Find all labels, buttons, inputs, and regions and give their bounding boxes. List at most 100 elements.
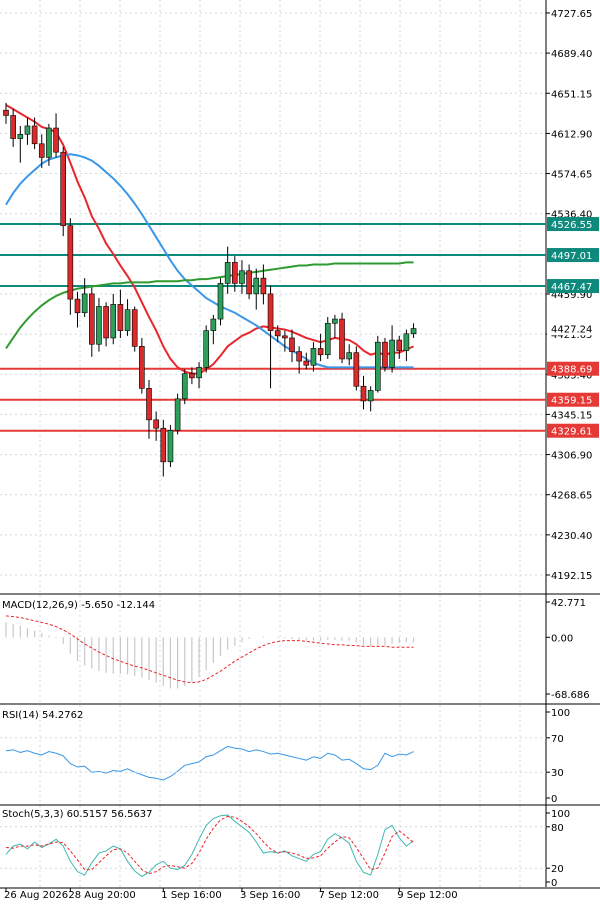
candle-bull [110,304,117,339]
rsi-title: RSI(14) 54.2762 [2,710,83,721]
stoch-signal-polyline [5,815,414,875]
current-price-label: 4427.24 [551,324,592,335]
candle-bear [139,346,145,389]
time-tick-label: 3 Sep 16:00 [240,890,300,901]
price-tick-label: 4230.40 [551,531,592,542]
stoch-panel: Stoch(5,3,3) 60.5157 56.5637 100 80 20 0 [0,809,570,889]
macd-title: MACD(12,26,9) -5.650 -12.144 [2,600,155,611]
candle-bull [367,390,374,402]
price-tick-label: 4306.90 [551,451,592,462]
level-label-box [547,217,599,232]
stoch-tick-label: 100 [551,809,570,820]
candle-bear [289,337,295,352]
candle-bull [210,318,217,331]
macd-tick-label: 42.771 [551,598,586,609]
candle-bull [96,306,102,345]
level-labels: 4526.55 4497.01 4467.47 4388.69 4359.15 4329.… [547,217,599,438]
candle-bear [267,293,274,331]
candle-bear [3,109,9,116]
price-tick-label: 4192.15 [551,571,592,582]
candle-bull [224,262,231,284]
rsi-tick-label: 100 [551,708,570,719]
level-label-text: 4497.01 [551,251,592,262]
stoch-lines [0,814,546,878]
candle-bull [181,373,188,400]
candle-bull [332,318,338,324]
candle-bull [403,333,410,351]
candle-bear [53,127,59,153]
price-tick-label: 4574.65 [551,170,592,181]
candlestick-series [3,102,417,477]
stoch-tick-label: 0 [551,878,557,889]
price-tick-label: 4727.65 [551,9,592,20]
candle-bear [296,351,302,362]
time-tick-label: 1 Sep 16:00 [161,890,221,901]
candle-bear [103,306,109,339]
candle-bear [89,293,95,345]
candle-bear [189,373,195,379]
candle-bear [396,339,403,351]
rsi-tick-label: 0 [551,794,557,805]
macd-signal-polyline [5,615,414,684]
candle-bear [382,341,388,368]
candle-bear [246,270,252,295]
candle-bear [360,385,367,402]
rsi-panel: RSI(14) 54.2762 100 70 30 0 [0,708,570,805]
rsi-line [0,737,546,781]
candle-bear [131,309,138,347]
level-label-text: 4329.61 [551,427,592,438]
current-price-marker: 4427.24 [547,321,599,336]
candle-bear [160,427,167,463]
candle-bear [31,125,38,145]
candle-bear [153,419,159,429]
macd-tick-label: 0.00 [551,633,573,644]
candle-bull [203,330,209,368]
candle-bull [389,339,395,368]
stoch-tick-label: 20 [551,864,564,875]
sma_slow-line [5,261,414,350]
level-label-box [547,361,599,376]
candle-bull [196,367,202,379]
rsi-tick-label: 70 [551,734,564,745]
macd-histogram [5,622,415,689]
time-tick-label: 28 Aug 20:00 [68,890,135,901]
price-tick-label: 4383.40 [551,370,592,381]
candle-bull [167,430,174,463]
ema_fast-line [5,104,414,375]
time-tick-label: 26 Aug 2026 [4,890,68,901]
candle-bull [346,352,353,360]
macd-axis-ticks: 42.771 0.00 -68.686 [546,598,590,701]
macd-panel: MACD(12,26,9) -5.650 -12.144 42.771 0.00 -… [2,598,590,701]
level-label-text: 4467.47 [551,282,592,293]
price-tick-label: 4689.40 [551,49,592,60]
level-label-text: 4526.55 [551,220,592,231]
candle-bull [46,127,52,158]
candle-bear [260,277,267,295]
level-label-text: 4359.15 [551,396,592,407]
stoch-tick-label: 80 [551,823,564,834]
candle-bear [146,388,152,421]
candle-bull [374,341,381,391]
candle-bear [117,304,124,331]
candle-bear [339,318,345,360]
price-tick-label: 4536.40 [551,210,592,221]
candle-bull [217,283,224,320]
candle-bull [310,348,317,366]
candle-bull [17,134,24,139]
rsi-axis-ticks: 100 70 30 0 [546,708,570,805]
level-label-box [547,248,599,263]
candle-bull [410,328,417,335]
rsi-tick-label: 30 [551,768,564,779]
time-axis: 26 Aug 2026 28 Aug 20:00 1 Sep 16:00 3 Sep … [4,888,458,901]
candle-bear [282,335,288,339]
time-tick-label: 7 Sep 12:00 [319,890,379,901]
level-label-box [547,279,599,294]
candle-bull [124,309,131,331]
level-label-box [547,423,599,438]
current-price-box [547,321,599,336]
price-tick-label: 4345.15 [551,410,592,421]
candle-bear [10,115,16,139]
candle-bear [60,151,67,226]
